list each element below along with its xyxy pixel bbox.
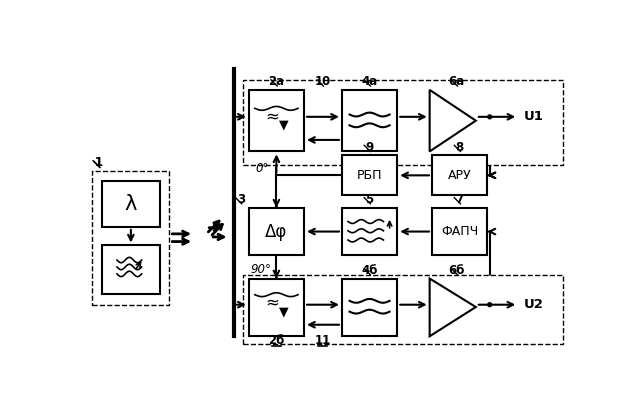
Text: 0°: 0° [256, 162, 269, 175]
Text: λ: λ [125, 194, 137, 214]
Text: 4a: 4a [362, 75, 378, 88]
Text: 7: 7 [456, 193, 464, 206]
Text: 8: 8 [456, 141, 464, 154]
Bar [243, 275, 563, 344]
Text: 11: 11 [314, 334, 331, 347]
Bar [432, 155, 488, 195]
Text: РБП: РБП [357, 169, 382, 182]
Text: ▼: ▼ [279, 119, 289, 132]
Bar [249, 90, 304, 151]
Bar [243, 80, 563, 165]
Bar [342, 278, 397, 336]
Text: ФАПЧ: ФАПЧ [441, 225, 478, 238]
Text: 6б: 6б [449, 264, 465, 277]
Text: Δφ: Δφ [266, 223, 287, 240]
Circle shape [488, 115, 492, 119]
Bar [342, 155, 397, 195]
Text: ▼: ▼ [279, 305, 289, 318]
Text: 10: 10 [314, 75, 331, 88]
Text: 6a: 6a [449, 75, 465, 88]
Text: U2: U2 [524, 298, 543, 311]
Text: 5: 5 [365, 193, 374, 206]
Bar [249, 278, 304, 336]
Text: 4б: 4б [362, 264, 378, 277]
Bar [249, 208, 304, 255]
Bar [342, 208, 397, 255]
Text: 90°: 90° [251, 263, 271, 276]
Text: АРУ: АРУ [448, 169, 472, 182]
Text: 2a: 2a [268, 75, 284, 88]
Bar [432, 208, 488, 255]
Text: 9: 9 [365, 141, 374, 154]
Bar [102, 246, 160, 294]
Text: ≈: ≈ [265, 107, 279, 125]
Text: U1: U1 [524, 110, 543, 123]
Text: 2б: 2б [268, 334, 285, 347]
Bar [102, 181, 160, 227]
Text: 3: 3 [237, 193, 245, 206]
Text: 1: 1 [95, 156, 102, 169]
Circle shape [488, 303, 492, 307]
Text: ≈: ≈ [265, 293, 279, 311]
Bar [342, 90, 397, 151]
Text: 1: 1 [95, 156, 102, 169]
Bar [92, 171, 170, 305]
